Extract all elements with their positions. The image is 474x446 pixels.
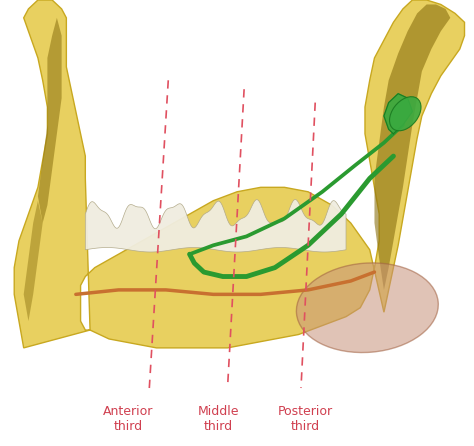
Text: Posterior
third: Posterior third [278, 405, 333, 433]
Text: Middle
third: Middle third [197, 405, 239, 433]
Polygon shape [384, 94, 412, 134]
Polygon shape [85, 199, 346, 252]
Ellipse shape [296, 263, 438, 352]
Polygon shape [14, 0, 465, 348]
Text: Anterior
third: Anterior third [103, 405, 153, 433]
Polygon shape [24, 201, 43, 321]
Polygon shape [374, 4, 450, 290]
Polygon shape [38, 18, 62, 223]
Ellipse shape [390, 97, 421, 131]
